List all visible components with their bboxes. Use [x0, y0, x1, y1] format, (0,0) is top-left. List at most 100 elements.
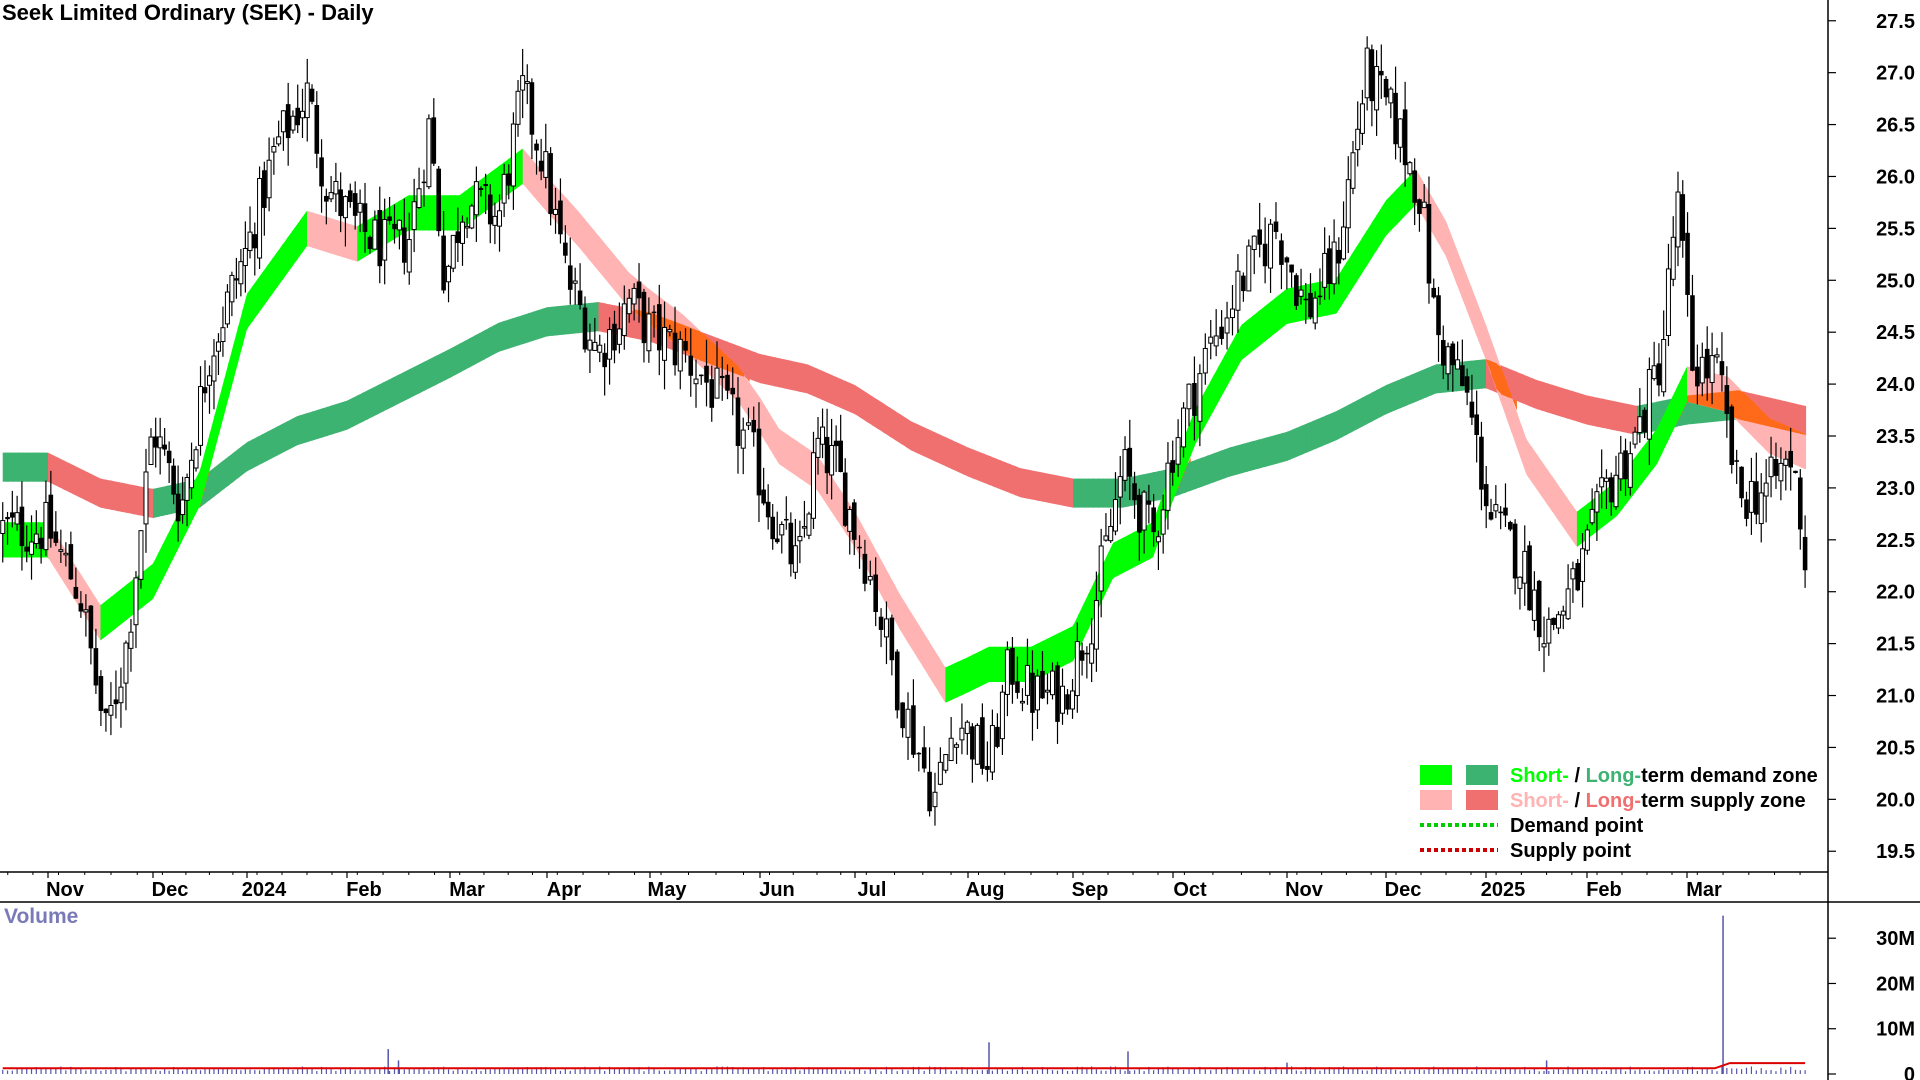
- long-term-band-segment-199: [1020, 468, 1027, 499]
- candle-body-up: [948, 737, 954, 762]
- candle-body-up: [740, 429, 746, 449]
- short-term-band-segment-56: [282, 237, 288, 281]
- short-term-band-segment-176: [894, 584, 902, 632]
- candle-body-up: [693, 378, 699, 385]
- short-term-band-segment-115: [577, 210, 585, 254]
- long-term-band-segment-306: [1571, 390, 1578, 422]
- short-term-band-segment-325: [1667, 395, 1673, 444]
- short-term-band-segment-297: [1526, 439, 1533, 484]
- candle-body-up: [1670, 236, 1676, 280]
- long-term-band-segment-113: [567, 304, 574, 335]
- long-term-band-segment-243: [1252, 439, 1260, 471]
- long-term-band-segment-207: [1062, 476, 1069, 507]
- long-term-band-segment-203: [1041, 472, 1048, 503]
- long-term-band-segment-157: [798, 362, 804, 393]
- short-term-band-segment-204: [1046, 635, 1054, 675]
- candle-body-up: [1359, 103, 1365, 134]
- long-term-band-segment-42: [214, 463, 220, 497]
- candle-body-up: [1613, 474, 1619, 508]
- short-term-band-segment-210: [1078, 603, 1084, 651]
- candle-body-down: [1412, 170, 1417, 203]
- short-term-band-segment-261: [1346, 253, 1353, 298]
- candle-body-up: [867, 575, 873, 581]
- candle-body-down: [970, 726, 975, 760]
- candle-body-down: [900, 702, 905, 729]
- long-term-band-segment-311: [1597, 397, 1603, 428]
- short-term-band-segment-87: [439, 195, 446, 231]
- long-term-band-segment-161: [817, 368, 823, 401]
- long-term-band-segment-41: [209, 466, 215, 501]
- candle-body-down: [1773, 459, 1779, 476]
- candle-body-up: [1374, 66, 1380, 111]
- candle-body-down: [93, 648, 99, 686]
- price-tick-label: 21.5: [1876, 634, 1915, 656]
- long-term-band-segment-108: [542, 307, 548, 338]
- short-term-band-segment-70: [352, 224, 359, 262]
- candle-body-up: [1541, 643, 1547, 648]
- long-term-band-segment-64: [322, 406, 328, 438]
- long-term-band-segment-70: [352, 395, 359, 428]
- long-term-band-segment-151: [769, 356, 776, 387]
- long-term-band-segment-270: [1391, 380, 1397, 413]
- candle-body-down: [1744, 499, 1749, 519]
- short-term-band-segment-63: [317, 213, 323, 251]
- long-term-band-segment-120: [603, 303, 610, 334]
- short-term-band-segment-57: [287, 230, 293, 274]
- candle-body-up: [242, 248, 248, 267]
- overlap-top-segment-44: [1784, 425, 1791, 432]
- long-term-band-segment-308: [1582, 394, 1588, 425]
- long-term-band-segment-276: [1421, 368, 1427, 400]
- short-term-band-segment-64: [322, 215, 328, 253]
- short-term-band-segment-65: [327, 217, 333, 255]
- short-term-band-segment-295: [1516, 410, 1523, 463]
- candle-body-down: [1695, 366, 1700, 387]
- long-term-band-segment-272: [1401, 376, 1407, 408]
- candle-body-up: [553, 208, 559, 215]
- legend-label-part: Long-: [1586, 790, 1642, 812]
- overlap-top-segment-25: [1687, 395, 1693, 403]
- candle-body-up: [1651, 365, 1657, 380]
- candle-body-up: [229, 274, 235, 303]
- candle-body-down: [1656, 363, 1662, 386]
- short-term-band-segment-89: [450, 195, 456, 231]
- candle-body-down: [1132, 483, 1137, 501]
- long-term-band-segment-28: [147, 487, 154, 518]
- candle-body-down: [1440, 340, 1446, 366]
- candle-body-up: [342, 196, 348, 219]
- candle-body-up: [473, 181, 479, 216]
- long-term-band-segment-3: [17, 452, 24, 482]
- long-term-band-segment-112: [562, 305, 569, 335]
- long-term-band-segment-97: [488, 324, 495, 358]
- short-term-band-segment-121: [608, 248, 615, 291]
- long-term-band-segment-299: [1536, 379, 1543, 411]
- short-term-band-segment-350: [1795, 429, 1802, 468]
- long-term-band-segment-91: [459, 340, 466, 373]
- long-term-band-segment-287: [1476, 359, 1482, 390]
- candle-body-up: [1251, 235, 1257, 251]
- candle-body-up: [937, 761, 943, 785]
- long-term-band-segment-309: [1587, 395, 1593, 426]
- candle-body-up: [646, 313, 652, 352]
- candle-body-up: [1355, 128, 1361, 151]
- short-term-band-segment-44: [223, 360, 230, 418]
- short-term-band-segment-216: [1108, 542, 1114, 589]
- short-term-band-segment-278: [1431, 195, 1437, 241]
- short-term-band-segment-186: [951, 661, 958, 701]
- candle-body-up: [543, 151, 549, 178]
- candle-body-up: [510, 123, 516, 187]
- candle-body-up: [63, 552, 69, 556]
- candle-body-down: [1436, 295, 1441, 336]
- candle-body-down: [1040, 670, 1045, 699]
- short-term-band-segment-232: [1190, 405, 1197, 458]
- candle-body-up: [1019, 700, 1025, 704]
- long-term-band-segment-310: [1592, 396, 1598, 427]
- price-tick-label: 22.5: [1876, 530, 1915, 552]
- candle-body-down: [377, 210, 383, 267]
- candle-body-up: [667, 329, 673, 333]
- long-term-band-segment-82: [413, 363, 421, 396]
- short-term-band-segment-28: [147, 561, 154, 604]
- long-term-band-segment-168: [850, 383, 857, 415]
- candle-body-down: [1336, 249, 1342, 264]
- candle-body-down: [1575, 562, 1581, 591]
- overlap-top-segment-17: [727, 356, 734, 373]
